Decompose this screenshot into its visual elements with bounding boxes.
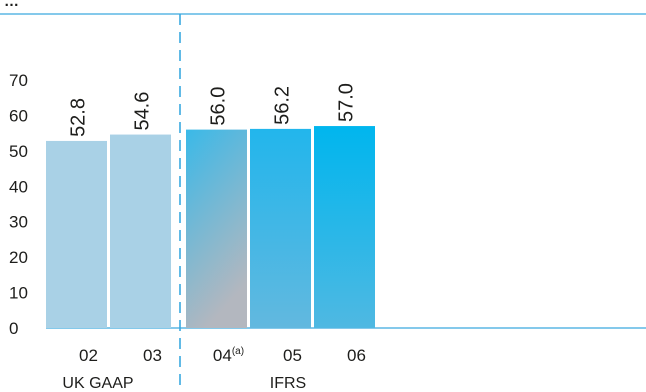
y-tick-label: 0 xyxy=(9,319,18,338)
x-tick-text: 02 xyxy=(79,346,98,365)
bar-02 xyxy=(46,140,107,328)
value-label-05: 56.2 xyxy=(272,86,294,125)
value-label-06: 57.0 xyxy=(336,83,358,122)
x-tick-footnote-marker: (a) xyxy=(232,346,244,357)
x-tick-text: 05 xyxy=(283,346,302,365)
y-tick-label: 40 xyxy=(9,177,28,196)
bars xyxy=(46,126,375,328)
x-tick-label-05: 05 xyxy=(283,346,302,365)
x-tick-label-02: 02 xyxy=(79,346,98,365)
x-axis-ticks: 02 03 04(a) 05 06 xyxy=(79,346,366,365)
x-tick-text: 06 xyxy=(347,346,366,365)
value-label-03: 54.6 xyxy=(132,92,154,131)
y-tick-label: 50 xyxy=(9,142,28,161)
group-label-ifrs: IFRS xyxy=(270,375,306,392)
group-labels: UK GAAP IFRS xyxy=(62,375,306,392)
value-label-04: 56.0 xyxy=(208,87,230,126)
x-tick-label-06: 06 xyxy=(347,346,366,365)
bar-05 xyxy=(250,128,311,328)
x-tick-text: 04 xyxy=(213,346,232,365)
group-label-uk-gaap: UK GAAP xyxy=(62,375,133,392)
value-label-02: 52.8 xyxy=(68,98,90,137)
y-tick-label: 60 xyxy=(9,106,28,125)
bar-03 xyxy=(110,134,171,328)
y-tick-label: 20 xyxy=(9,248,28,267)
y-axis-ticks: 0 10 20 30 40 50 60 70 xyxy=(9,71,28,338)
y-tick-label: 30 xyxy=(9,213,28,232)
x-tick-text: 03 xyxy=(143,346,162,365)
chart-title: … xyxy=(4,0,19,10)
bar-04 xyxy=(186,129,247,328)
value-labels: 52.8 54.6 56.0 56.2 57.0 xyxy=(68,83,358,137)
y-tick-label: 70 xyxy=(9,71,28,90)
bar-06 xyxy=(314,126,375,328)
y-tick-label: 10 xyxy=(9,284,28,303)
x-tick-label-04: 04(a) xyxy=(213,346,244,365)
x-tick-label-03: 03 xyxy=(143,346,162,365)
